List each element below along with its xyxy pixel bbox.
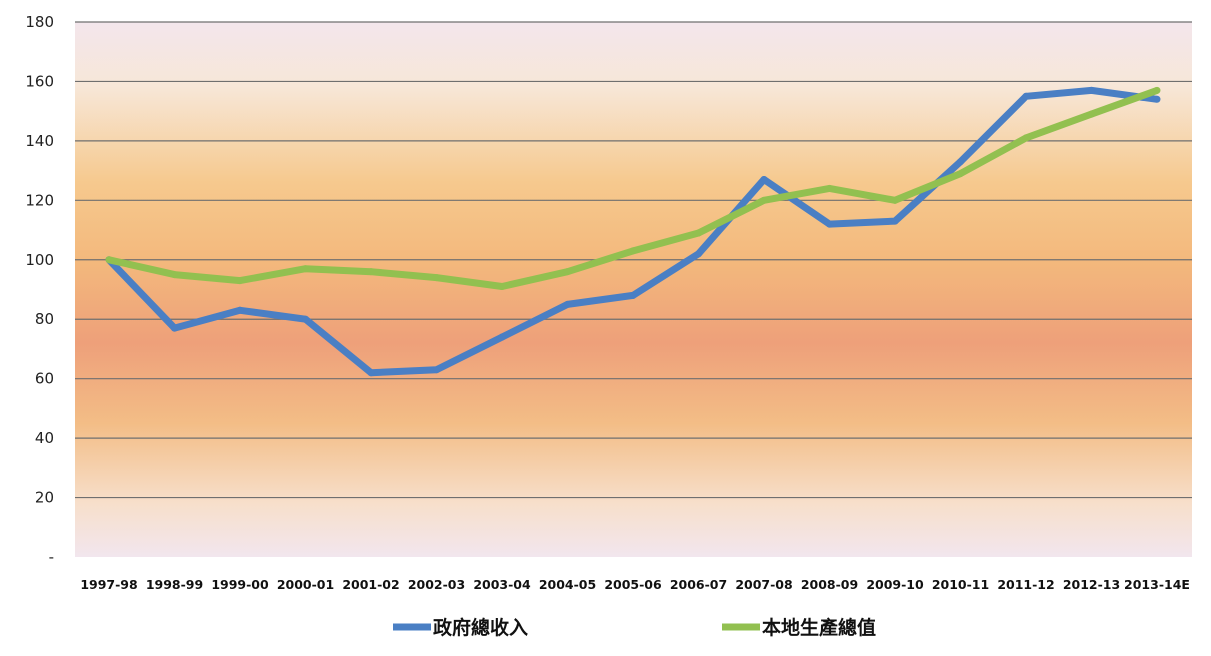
x-tick-label: 2007-08 [735,577,792,592]
data-point [367,369,375,377]
x-tick-label: 2006-07 [670,577,727,592]
data-point [760,176,768,184]
x-tick-label: 2009-10 [866,577,924,592]
data-point [367,268,375,276]
data-point [171,324,178,332]
gridlines [75,21,1192,499]
data-point [171,271,178,279]
x-axis: 1997-98 1998-99 1999-00 2000-01 2001-02 2002-… [80,577,1190,592]
data-point [498,283,506,291]
x-tick-label: 2012-13 [1063,577,1120,592]
x-tick-label: 1999-00 [211,577,269,592]
data-point [695,229,702,237]
y-tick-label: 60 [35,370,54,388]
x-tick-label: 2004-05 [539,577,596,592]
data-point [1088,86,1095,94]
data-point [957,158,964,166]
series-lines [105,86,1161,377]
x-tick-label: 2013-14E [1124,577,1190,592]
data-point [826,220,833,228]
x-tick-label: 2011-12 [997,577,1054,592]
data-point [1153,95,1161,103]
y-tick-label: 100 [25,251,54,269]
data-point [433,366,440,374]
x-tick-label: 2008-09 [801,577,858,592]
data-point [629,291,637,299]
plot-area [75,22,1192,557]
data-point [302,265,309,273]
data-point [760,196,768,204]
y-tick-label: 140 [25,132,54,150]
data-point [236,306,244,314]
y-axis: - 20 40 60 80 100 120 140 160 180 [25,13,54,566]
y-tick-label: 120 [25,191,54,209]
x-tick-label: 2002-03 [408,577,465,592]
x-tick-label: 2003-04 [473,577,531,592]
x-tick-label: 2001-02 [342,577,399,592]
data-point [1153,86,1161,94]
x-tick-label: 2005-06 [604,577,662,592]
data-point [695,250,702,258]
x-tick-label: 2010-11 [932,577,989,592]
data-point [564,300,571,308]
data-point [957,170,964,178]
legend: 政府總收入 本地生產總值 [393,616,876,639]
data-point [891,217,899,225]
x-tick-label: 1998-99 [146,577,203,592]
y-tick-label: 40 [35,429,54,447]
data-point [105,256,113,264]
x-tick-label: 2000-01 [277,577,334,592]
legend-label-1: 政府總收入 [433,616,528,639]
legend-label-2: 本地生產總值 [762,616,876,639]
data-point [498,333,506,341]
y-tick-label: 160 [25,72,54,90]
y-tick-label: - [49,548,54,566]
y-tick-label: 180 [25,13,54,31]
data-point [629,247,637,255]
y-tick-label: 20 [35,489,54,507]
y-tick-label: 80 [35,310,54,328]
data-point [433,274,440,282]
data-point [1022,92,1030,100]
data-point [826,184,833,192]
data-point [1022,134,1030,142]
data-point [1088,110,1095,118]
x-tick-label: 1997-98 [80,577,137,592]
data-point [891,196,899,204]
data-point [302,315,309,323]
data-point [564,268,571,276]
data-point [236,277,244,285]
